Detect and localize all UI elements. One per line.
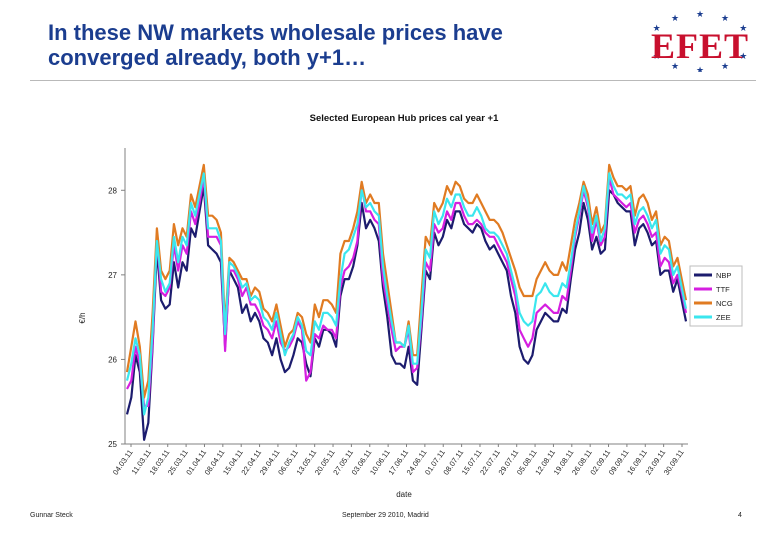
chart-legend: NBP TTF NCG ZEE	[689, 265, 743, 327]
logo-star-icon: ★	[721, 14, 729, 24]
legend-label: NCG	[716, 299, 733, 308]
efet-logo: ★ ★ ★ ★ ★ ★ ★ ★ ★ ★ EFET	[640, 8, 760, 72]
y-tick-label: 27	[108, 271, 117, 280]
footer-event: September 29 2010, Madrid	[342, 512, 429, 519]
logo-star-icon: ★	[653, 24, 661, 34]
footer-page-number: 4	[738, 512, 742, 519]
title-divider	[30, 80, 756, 81]
x-axis-label: date	[396, 490, 412, 499]
logo-star-icon: ★	[653, 52, 661, 62]
logo-star-icon: ★	[721, 62, 729, 72]
logo-star-icon: ★	[739, 52, 747, 62]
legend-label: NBP	[716, 271, 731, 280]
y-tick-label: 25	[108, 440, 117, 449]
logo-star-icon: ★	[739, 24, 747, 34]
logo-text: EFET	[650, 26, 750, 66]
y-axis-label: €/h	[78, 312, 87, 323]
logo-star-icon: ★	[671, 62, 679, 72]
series-line-ttf	[126, 176, 688, 407]
footer-author: Gunnar Steck	[30, 512, 73, 519]
series-line-nbp	[125, 185, 688, 441]
logo-star-ring: ★ ★ ★ ★ ★ ★ ★ ★ ★ ★	[653, 10, 748, 72]
y-tick-label: 26	[108, 355, 117, 364]
legend-label: TTF	[716, 285, 730, 294]
logo-star-icon: ★	[696, 10, 704, 20]
legend-label: ZEE	[716, 313, 731, 322]
chart-title: Selected European Hub prices cal year +1	[310, 113, 499, 124]
series-line-zee	[125, 172, 688, 416]
logo-star-icon: ★	[671, 14, 679, 24]
logo-star-icon: ★	[696, 66, 704, 72]
slide-title: In these NW markets wholesale prices hav…	[48, 20, 503, 70]
y-tick-label: 28	[108, 186, 117, 195]
